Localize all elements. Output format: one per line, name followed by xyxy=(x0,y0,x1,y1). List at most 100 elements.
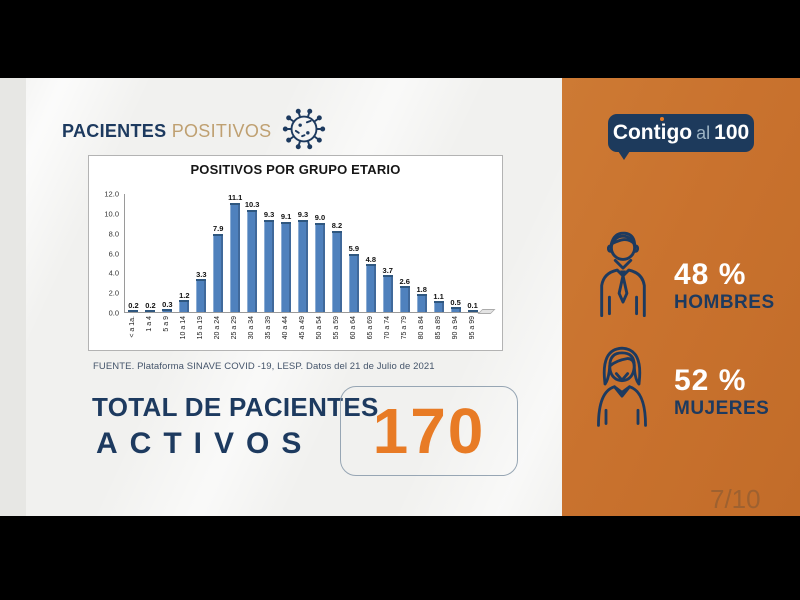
x-tick-label: 45 a 49 xyxy=(299,316,306,340)
woman-icon xyxy=(590,336,654,435)
contigo-al-100-logo: Contigo al 100 xyxy=(608,114,754,152)
bar xyxy=(450,307,461,312)
bar-column: 0.2 xyxy=(125,194,142,312)
bar-value-label: 9.3 xyxy=(263,210,275,220)
bar xyxy=(196,279,207,312)
bar xyxy=(433,301,444,312)
bar-column: 4.8 xyxy=(362,194,379,312)
bar-column: 9.3 xyxy=(261,194,278,312)
y-tick-label: 6.0 xyxy=(108,249,119,258)
bar xyxy=(247,209,258,312)
bar-column: 0.1 xyxy=(464,194,481,312)
bar xyxy=(382,275,393,312)
x-tick-label: 80 a 84 xyxy=(418,316,425,340)
x-tick-label: 65 a 69 xyxy=(367,316,374,340)
x-tick-label: 5 a 9 xyxy=(163,316,170,332)
bar xyxy=(416,294,427,312)
men-label: HOMBRES xyxy=(674,292,775,313)
x-tick-label: < a 1a. xyxy=(129,316,136,338)
bar-column: 1.8 xyxy=(413,194,430,312)
y-tick-label: 8.0 xyxy=(108,229,119,239)
bar-value-label: 3.3 xyxy=(196,269,207,279)
bar-column: 9.3 xyxy=(295,194,312,312)
x-axis-labels: < a 1a. 1 a 4 5 a 9 10 a 14 15 a 19 20 a 24 25… xyxy=(124,316,481,339)
bar xyxy=(467,310,478,312)
x-tick-label: 60 a 64 xyxy=(350,316,357,340)
bar-column: 1.2 xyxy=(176,194,193,312)
y-tick-label: 10.0 xyxy=(104,209,119,219)
bar-value-label: 2.6 xyxy=(399,276,410,286)
bar xyxy=(298,219,308,312)
bar-value-label: 1.2 xyxy=(179,290,190,300)
logo-word-contigo: Contigo xyxy=(613,117,692,145)
logo-speech-tail xyxy=(618,151,630,160)
bar-value-label: 0.5 xyxy=(450,297,461,307)
bar-column: 9.1 xyxy=(278,194,295,312)
x-tick-label: 55 a 59 xyxy=(333,316,340,340)
bar-column: 2.6 xyxy=(396,194,413,312)
bar-value-label: 8.2 xyxy=(331,221,343,231)
bar-value-label: 9.1 xyxy=(280,212,292,222)
plot-area: 0.2 0.2 0.3 1.2 3.3 7.9 11.1 10.3 9.3 9.1 9.3 9.0 8.… xyxy=(124,194,496,314)
bar-column: 7.9 xyxy=(210,194,227,312)
total-label-line2: ACTIVOS xyxy=(96,427,314,460)
bar xyxy=(213,233,224,312)
bar-column: 1.1 xyxy=(430,194,447,312)
bar-column: 9.0 xyxy=(311,194,328,312)
chart-3d-floor xyxy=(477,309,496,314)
x-tick-label: 1 a 4 xyxy=(146,316,153,332)
page-title: PACIENTES POSITIVOS xyxy=(62,121,271,142)
source-note: FUENTE. Plataforma SINAVE COVID -19, LES… xyxy=(93,361,435,372)
bar-value-label: 3.7 xyxy=(382,265,393,275)
bar xyxy=(365,264,376,312)
bar-column: 5.9 xyxy=(345,194,362,312)
y-tick-label: 0.0 xyxy=(108,308,119,318)
left-edge-strip xyxy=(0,78,26,516)
total-value-badge: 170 xyxy=(340,386,518,476)
x-tick-label: 20 a 24 xyxy=(214,316,221,340)
man-icon xyxy=(592,224,654,325)
bar xyxy=(179,300,190,312)
bar-value-label: 11.1 xyxy=(228,193,243,202)
bar-value-label: 0.2 xyxy=(145,300,156,310)
logo-orange-dot xyxy=(660,117,665,121)
x-tick-label: 70 a 74 xyxy=(384,316,391,340)
x-tick-label: 50 a 54 xyxy=(316,316,323,340)
y-tick-label: 4.0 xyxy=(108,268,119,278)
chart-title: POSITIVOS POR GRUPO ETARIO xyxy=(190,162,401,177)
bar-column: 0.5 xyxy=(447,194,464,312)
page-header: PACIENTES POSITIVOS xyxy=(62,106,327,157)
bar xyxy=(264,219,275,312)
bar-column: 11.1 xyxy=(227,194,244,312)
bar-column: 0.3 xyxy=(159,194,176,312)
bar-value-label: 0.3 xyxy=(162,299,173,309)
page-title-primary: PACIENTES xyxy=(62,121,167,141)
bar-column: 0.2 xyxy=(142,194,159,312)
y-tick-label: 12.0 xyxy=(104,189,119,199)
x-tick-label: 40 a 44 xyxy=(282,316,289,340)
virus-icon xyxy=(281,106,327,157)
bar-value-label: 0.2 xyxy=(128,300,139,310)
page-title-secondary: POSITIVOS xyxy=(171,121,272,141)
x-tick-label: 10 a 14 xyxy=(180,316,187,340)
bar-column: 8.2 xyxy=(328,194,345,312)
bar xyxy=(331,230,342,312)
total-value: 170 xyxy=(372,395,486,467)
main-area: PACIENTES POSITIVOS xyxy=(0,78,562,516)
women-percent: 52 % xyxy=(674,364,747,397)
bar-value-label: 7.9 xyxy=(213,224,224,234)
x-tick-label: 25 a 29 xyxy=(231,316,238,340)
slide-content: PACIENTES POSITIVOS xyxy=(0,78,800,516)
age-group-chart: POSITIVOS POR GRUPO ETARIO 12.0 10.0 8.0 6.… xyxy=(88,155,503,351)
logo-word-al: al xyxy=(696,122,711,143)
bar-column: 3.7 xyxy=(379,194,396,312)
total-label-line1: TOTAL DE PACIENTES xyxy=(92,392,379,422)
bar-column: 3.3 xyxy=(193,194,210,312)
men-percent: 48 % xyxy=(674,258,747,291)
page-indicator: 7/10 xyxy=(710,484,761,514)
side-panel: Contigo al 100 48 % xyxy=(562,78,800,516)
bar-value-label: 9.3 xyxy=(297,210,309,220)
women-label: MUJERES xyxy=(674,398,770,419)
y-tick-label: 2.0 xyxy=(108,288,119,298)
